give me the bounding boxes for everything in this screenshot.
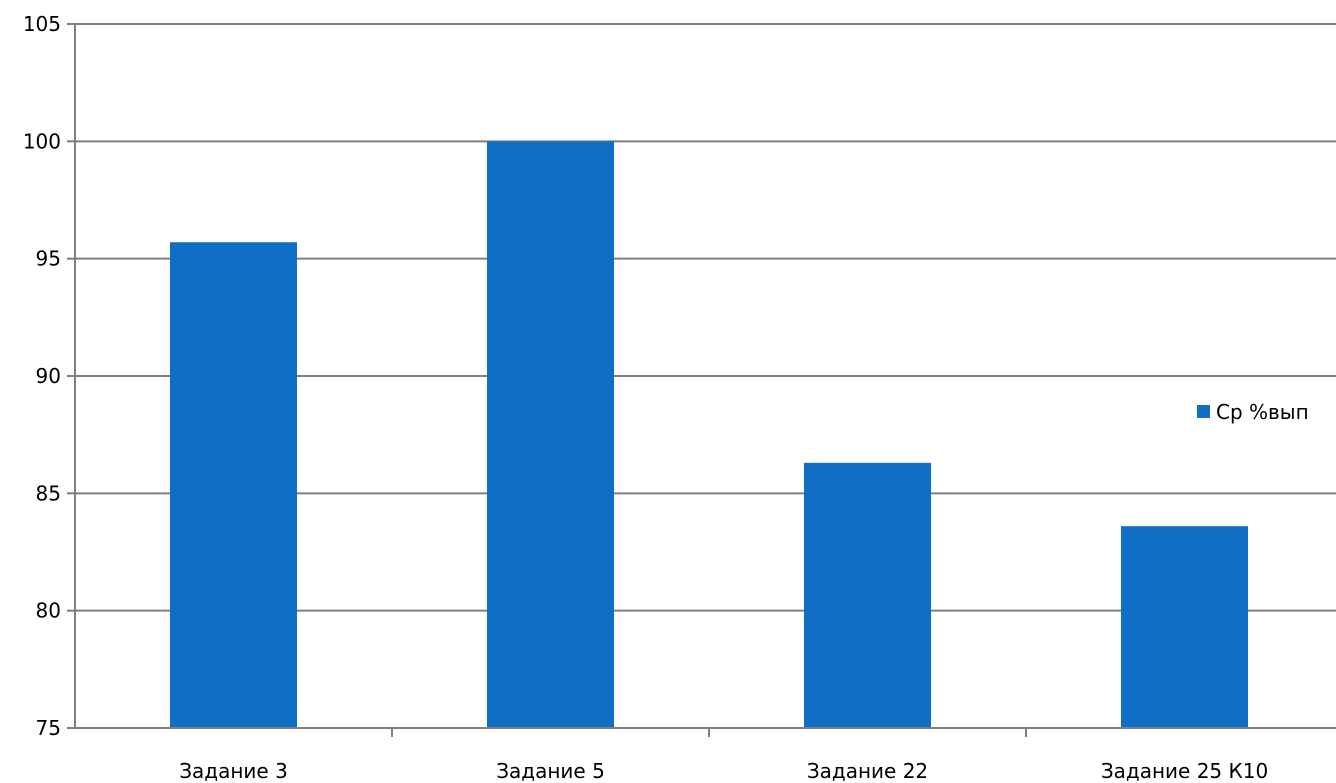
y-tick-label: 80 bbox=[36, 599, 61, 623]
bar bbox=[1121, 526, 1248, 728]
bars bbox=[170, 141, 1248, 729]
y-tick-label: 105 bbox=[23, 12, 61, 36]
bar bbox=[487, 141, 614, 729]
y-tick-label: 90 bbox=[36, 364, 61, 388]
bar bbox=[804, 462, 931, 728]
x-tick-label: Задание 5 bbox=[496, 759, 605, 783]
x-tick-labels: Задание 3 Задание 5 Задание 22 Задание 25 К… bbox=[179, 759, 1268, 783]
y-tick-label: 75 bbox=[36, 716, 61, 740]
y-tick-label: 100 bbox=[23, 129, 61, 153]
axes bbox=[67, 23, 1336, 737]
y-tick-label: 85 bbox=[36, 481, 61, 505]
x-tick-label: Задание 22 bbox=[807, 759, 928, 783]
y-tick-labels: 75 80 85 90 95 100 105 bbox=[23, 12, 61, 740]
bar bbox=[170, 242, 297, 729]
legend-swatch bbox=[1197, 405, 1210, 418]
y-tick-label: 95 bbox=[36, 247, 61, 271]
x-tick-label: Задание 25 К10 bbox=[1101, 759, 1268, 783]
legend-label: Ср %вып bbox=[1216, 400, 1309, 424]
legend: Ср %вып bbox=[1197, 400, 1309, 424]
x-tick-label: Задание 3 bbox=[179, 759, 288, 783]
